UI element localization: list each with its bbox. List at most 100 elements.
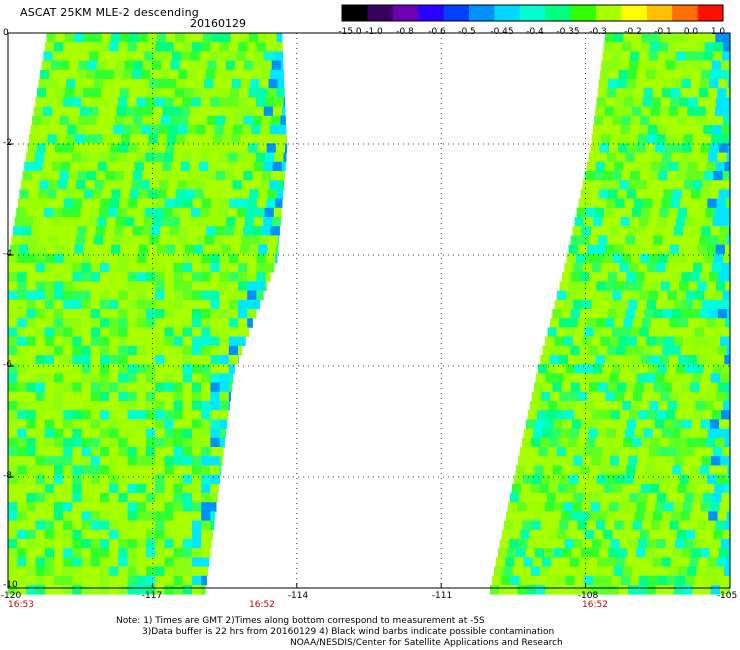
swath-cell bbox=[171, 217, 181, 227]
swath-cell bbox=[201, 437, 211, 448]
swath-cell bbox=[127, 447, 138, 457]
swath-cell bbox=[713, 171, 723, 181]
swath-cell bbox=[81, 263, 92, 273]
swath-cell bbox=[97, 217, 107, 227]
swath-cell bbox=[72, 566, 82, 577]
swath-cell bbox=[268, 79, 279, 89]
swath-cell bbox=[577, 318, 588, 328]
swath-cell bbox=[682, 548, 692, 558]
swath-cell bbox=[219, 42, 230, 52]
swath-cell bbox=[100, 428, 110, 439]
swath-cell bbox=[237, 152, 247, 163]
swath-cell bbox=[577, 520, 588, 531]
swath-cell bbox=[717, 345, 728, 356]
swath-cell bbox=[33, 217, 43, 227]
swath-cell bbox=[221, 244, 231, 255]
swath-cell bbox=[109, 502, 119, 512]
swath-cell bbox=[642, 244, 652, 255]
swath-cell bbox=[44, 511, 55, 521]
swath-cell bbox=[265, 253, 276, 264]
swath-cell bbox=[586, 161, 597, 172]
swath-cell bbox=[100, 474, 110, 485]
swath-cell bbox=[44, 272, 55, 282]
swath-cell bbox=[51, 217, 61, 227]
swath-cell bbox=[109, 345, 119, 356]
swath-cell bbox=[717, 235, 728, 245]
swath-cell bbox=[109, 410, 119, 420]
swath-cell bbox=[81, 456, 92, 466]
swath-cell bbox=[586, 318, 597, 328]
swath-cell bbox=[118, 272, 128, 282]
swath-cell bbox=[554, 299, 565, 310]
swath-cell bbox=[648, 327, 659, 337]
swath-cell bbox=[90, 447, 101, 457]
swath-cell bbox=[63, 263, 73, 273]
swath-cell bbox=[578, 474, 588, 485]
swath-cell bbox=[17, 263, 27, 273]
swath-cell bbox=[725, 391, 730, 402]
swath-cell bbox=[267, 189, 278, 199]
swath-cell bbox=[201, 336, 211, 347]
swath-cell bbox=[587, 244, 597, 255]
swath-cell bbox=[525, 465, 535, 475]
swath-cell bbox=[594, 529, 604, 540]
swath-cell bbox=[623, 355, 633, 365]
swath-cell bbox=[174, 88, 185, 98]
swath-cell bbox=[644, 465, 655, 475]
swath-cell bbox=[622, 207, 633, 218]
swath-cell bbox=[155, 299, 165, 310]
swath-cell bbox=[690, 309, 700, 319]
swath-cell bbox=[602, 125, 612, 135]
swath-cell bbox=[277, 189, 284, 199]
swath-cell bbox=[54, 548, 64, 558]
swath-cell bbox=[8, 299, 18, 310]
swath-cell bbox=[727, 272, 730, 282]
swath-cell bbox=[181, 207, 192, 218]
swath-cell bbox=[109, 456, 119, 466]
swath-cell bbox=[118, 345, 128, 356]
swath-cell bbox=[144, 51, 155, 61]
swath-cell bbox=[44, 493, 55, 503]
swath-cell bbox=[603, 253, 613, 264]
swath-cell bbox=[8, 290, 18, 301]
swath-cell bbox=[78, 115, 88, 126]
swath-cell bbox=[26, 336, 36, 347]
swath-cell bbox=[625, 152, 635, 163]
swath-cell bbox=[263, 161, 273, 172]
swath-cell bbox=[557, 401, 568, 411]
swath-cell bbox=[629, 410, 639, 420]
swath-cell bbox=[185, 134, 195, 144]
swath-cell bbox=[259, 235, 270, 245]
swath-cell bbox=[676, 115, 687, 126]
swath-cell bbox=[616, 345, 626, 356]
swath-cell bbox=[54, 557, 64, 567]
swath-cell bbox=[192, 364, 202, 374]
swath-cell bbox=[173, 309, 184, 319]
swath-cell bbox=[617, 465, 627, 475]
swath-cell bbox=[645, 548, 655, 558]
swath-cell bbox=[176, 134, 186, 144]
swath-cell bbox=[700, 189, 710, 199]
swath-cell bbox=[192, 483, 202, 494]
swath-cell bbox=[90, 391, 101, 402]
swath-cell bbox=[521, 437, 532, 448]
swath-cell bbox=[35, 309, 46, 319]
swath-cell bbox=[192, 410, 202, 420]
swath-cell bbox=[587, 474, 598, 485]
swath-cell bbox=[26, 401, 36, 411]
swath-cell bbox=[695, 115, 705, 126]
swath-cell bbox=[17, 566, 27, 577]
swath-cell bbox=[149, 235, 159, 245]
x-tick-label: -114 bbox=[287, 591, 309, 601]
swath-cell bbox=[177, 235, 187, 245]
swath-cell bbox=[201, 299, 211, 310]
swath-cell bbox=[494, 566, 504, 577]
swath-cell bbox=[554, 456, 565, 466]
swath-cell bbox=[110, 88, 121, 98]
swath-cell bbox=[589, 465, 600, 475]
swath-cell bbox=[168, 125, 179, 135]
swath-cell bbox=[156, 143, 166, 153]
swath-cell bbox=[26, 299, 36, 310]
swath-cell bbox=[653, 465, 664, 475]
swath-cell bbox=[675, 493, 686, 503]
